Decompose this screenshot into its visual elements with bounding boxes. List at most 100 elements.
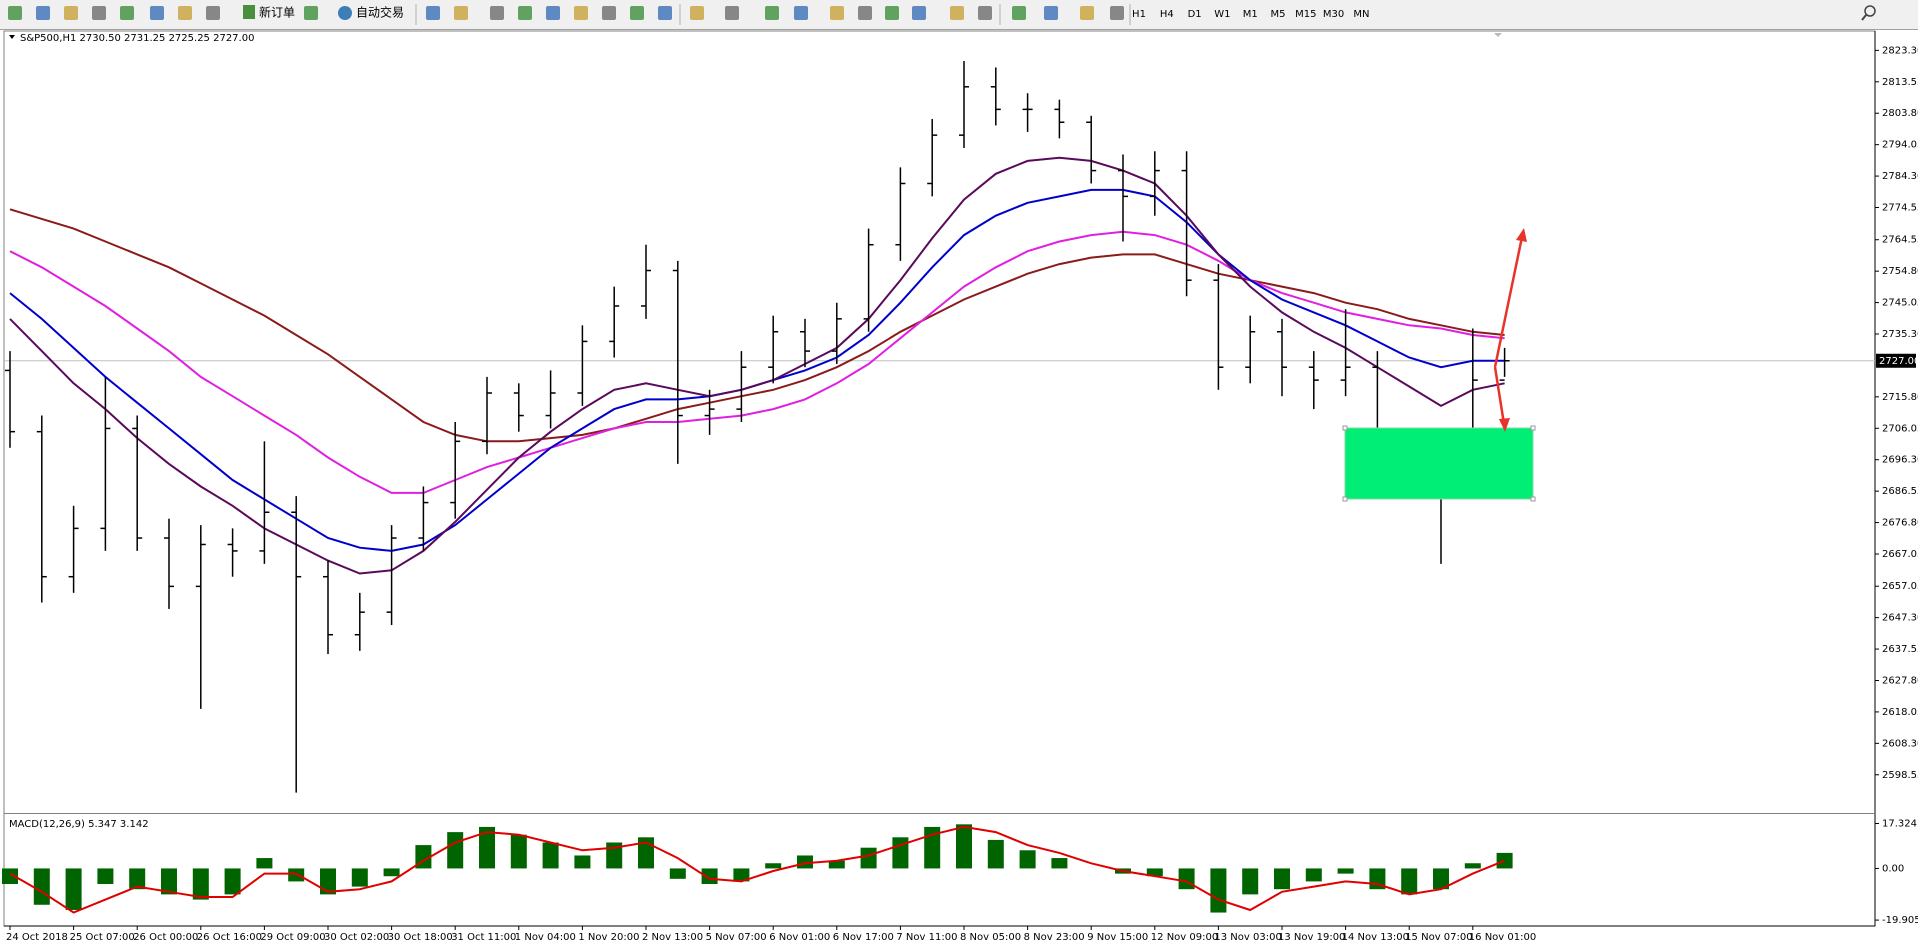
toolbar-icon[interactable]: [206, 6, 220, 20]
macd-header: MACD(12,26,9) 5.347 3.142: [9, 819, 149, 830]
toolbar-icon[interactable]: [630, 6, 644, 20]
search-button[interactable]: [1861, 5, 1876, 21]
ohlc-bar: [36, 415, 47, 603]
zone-handle: [1342, 425, 1348, 431]
ohlc-bar: [164, 518, 174, 609]
toolbar-icon[interactable]: [150, 6, 164, 20]
ohlc-bar: [323, 560, 333, 655]
macd-bar: [1210, 868, 1227, 913]
macd-bar: [1305, 868, 1322, 882]
timeframe-button[interactable]: M1: [1243, 9, 1258, 20]
toolbar-icon[interactable]: [830, 6, 844, 20]
toolbar-icon[interactable]: [36, 6, 50, 20]
user-drawings: [1342, 228, 1536, 502]
timeframe-label: M5: [1271, 9, 1286, 20]
x-tick-label: 26 Oct 00:00: [133, 932, 198, 943]
icon-shape: [830, 6, 844, 20]
toolbar-icon[interactable]: [1080, 6, 1094, 20]
toolbar-icon[interactable]: [794, 6, 808, 20]
icon-shape: [1110, 6, 1124, 20]
timeframe-button[interactable]: M5: [1271, 9, 1286, 20]
toolbar: 新订单 自动交易 H1 H4 D1 W1 M1 M5 M15 M30 MN: [0, 0, 1918, 30]
x-tick-label: 25 Oct 07:00: [70, 932, 135, 943]
toolbar-icon[interactable]: [1110, 6, 1124, 20]
timeframe-button[interactable]: M30: [1323, 9, 1344, 20]
toolbar-icon[interactable]: [574, 6, 588, 20]
y-tick-label: 2745.05: [1882, 298, 1918, 309]
ohlc-bar: [577, 325, 588, 406]
toolbar-icon[interactable]: [92, 6, 106, 20]
timeframe-button[interactable]: M15: [1295, 9, 1316, 20]
icon-shape: [950, 6, 964, 20]
y-tick-label: 2803.80: [1882, 108, 1918, 119]
zone-handle: [1342, 496, 1348, 502]
toolbar-icon[interactable]: [858, 6, 872, 20]
macd-bar: [1401, 868, 1418, 895]
toolbar-icon[interactable]: [304, 6, 318, 20]
ohlc-bar: [831, 302, 842, 364]
toolbar-icon[interactable]: [912, 6, 926, 20]
toolbar-icon[interactable]: [1044, 6, 1058, 20]
macd-bar: [161, 868, 177, 895]
icon-shape: [690, 6, 704, 20]
y-tick-label: 2686.55: [1882, 486, 1918, 497]
timeframe-button[interactable]: MN: [1353, 9, 1369, 20]
toolbar-icon[interactable]: [178, 6, 192, 20]
timeframe-button[interactable]: H4: [1160, 9, 1174, 20]
toolbar-icon[interactable]: [490, 6, 504, 20]
y-tick-label: -19.905: [1882, 915, 1918, 926]
ohlc-bar: [386, 525, 397, 626]
x-tick-label: 14 Nov 13:00: [1342, 932, 1409, 943]
icon-shape: [1044, 6, 1058, 20]
icon-shape: [630, 6, 644, 20]
toolbar-icon[interactable]: [885, 6, 899, 20]
timeframe-label: M15: [1295, 9, 1316, 20]
y-tick-label: 2696.30: [1882, 455, 1918, 466]
auto-trading-label: 自动交易: [356, 5, 404, 20]
new-order-button[interactable]: 新订单: [243, 5, 295, 20]
icon-shape: [36, 6, 50, 20]
toolbar-icon[interactable]: [426, 6, 440, 20]
toolbar-icon[interactable]: [950, 6, 964, 20]
icon-shape: [912, 6, 926, 20]
macd-bar: [1178, 868, 1195, 890]
toolbar-icon[interactable]: [546, 6, 560, 20]
ohlc-bar: [1277, 318, 1287, 397]
toolbar-icon[interactable]: [765, 6, 779, 20]
y-tick-label: 2627.80: [1882, 675, 1918, 686]
ohlc-bar: [800, 318, 810, 368]
x-tick-label: 15 Nov 07:00: [1405, 932, 1472, 943]
toolbar-icon[interactable]: [64, 6, 78, 20]
toolbar-icon[interactable]: [658, 6, 672, 20]
toolbar-icon[interactable]: [602, 6, 616, 20]
x-tick-label: 16 Nov 01:00: [1469, 932, 1536, 943]
x-tick-label: 1 Nov 04:00: [515, 932, 576, 943]
current-price-label: 2727.00: [1879, 356, 1918, 367]
icon-shape: [92, 6, 106, 20]
toolbar-icon[interactable]: [454, 6, 468, 20]
toolbar-icon[interactable]: [120, 6, 134, 20]
collapse-arrow[interactable]: [9, 35, 15, 39]
toolbar-icon[interactable]: [725, 6, 739, 20]
auto-trading-button[interactable]: 自动交易: [338, 5, 404, 21]
ohlc-bar: [736, 351, 747, 422]
timeframe-button[interactable]: D1: [1188, 9, 1202, 20]
y-tick-label: 2784.30: [1882, 171, 1918, 182]
ohlc-bar: [100, 376, 111, 551]
timeframe-button[interactable]: W1: [1214, 9, 1230, 20]
toolbar-icon[interactable]: [518, 6, 532, 20]
toolbar-icon[interactable]: [978, 6, 992, 20]
y-tick-label: 2608.30: [1882, 738, 1918, 749]
x-tick-label: 8 Nov 23:00: [1024, 932, 1085, 943]
arrow-up-shaft: [1493, 236, 1524, 368]
toolbar-icon[interactable]: [690, 6, 704, 20]
x-tick-label: 31 Oct 11:00: [451, 932, 516, 943]
icon-shape: [978, 6, 992, 20]
timeframe-button[interactable]: H1: [1132, 9, 1146, 20]
toolbar-icon[interactable]: [8, 6, 22, 20]
macd-bar: [956, 824, 972, 869]
toolbar-icon[interactable]: [1012, 6, 1026, 20]
macd-bar: [1337, 868, 1354, 874]
search-icon: [1864, 5, 1876, 17]
